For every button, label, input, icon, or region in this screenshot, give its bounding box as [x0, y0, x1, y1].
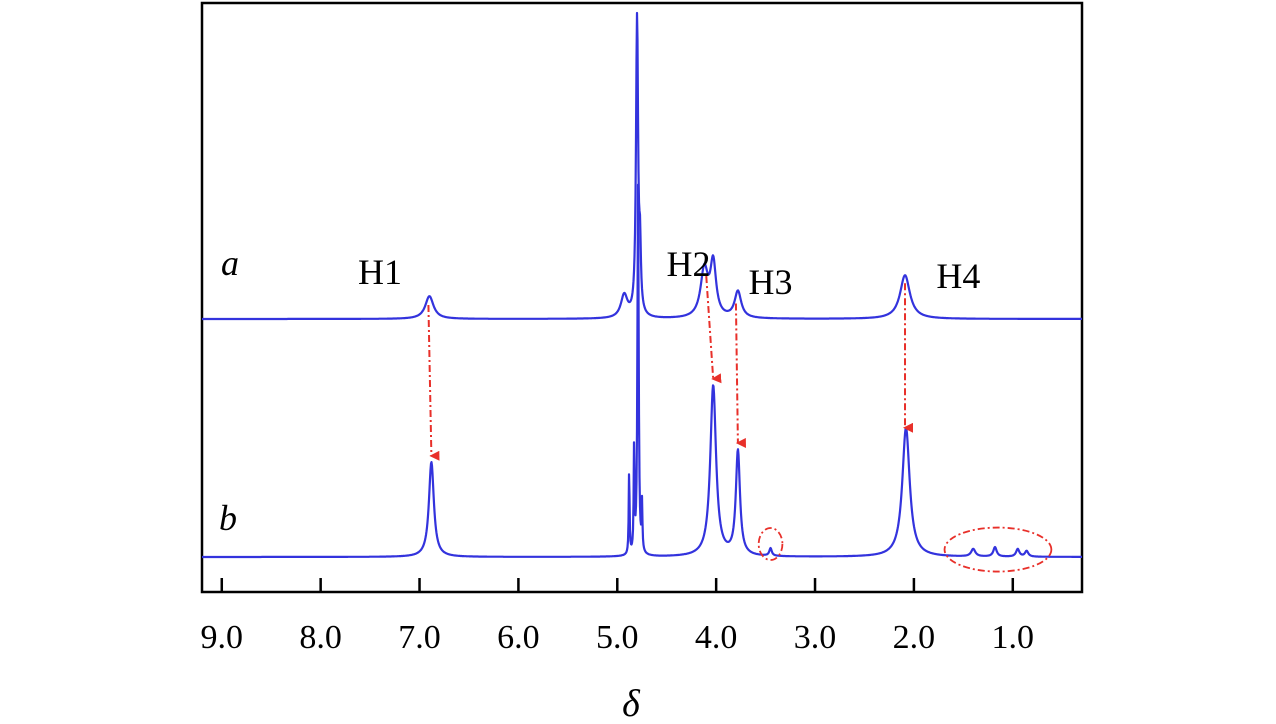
x-tick-label-0: 9.0: [201, 619, 244, 656]
trace-label-a: a: [221, 243, 239, 283]
x-axis-title: δ: [622, 683, 641, 724]
peak-label-h3: H3: [749, 262, 793, 302]
highlight-ellipse-0: [757, 527, 784, 561]
highlight-ellipses: [757, 526, 1053, 573]
peak-label-h1: H1: [358, 252, 402, 292]
x-tick-label-6: 3.0: [794, 619, 837, 656]
peak-label-h2: H2: [666, 244, 710, 284]
x-axis-ticks: [220, 578, 1015, 592]
peak-label-h4: H4: [936, 256, 980, 296]
x-tick-label-4: 5.0: [596, 619, 639, 656]
x-axis-tick-labels: 9.0 8.0 7.0 6.0 5.0 4.0 3.0 2.0 1.0: [201, 619, 1035, 656]
x-tick-label-3: 6.0: [497, 619, 540, 656]
trace-labels: ab: [219, 243, 239, 538]
trace-label-b: b: [219, 498, 237, 538]
spectrum-traces: [201, 11, 1083, 559]
plot-frame: [200, 1, 1084, 594]
peak-labels: H1 H2 H3 H4: [358, 244, 980, 302]
x-tick-label-8: 1.0: [992, 619, 1035, 656]
x-tick-label-7: 2.0: [893, 619, 936, 656]
x-tick-label-1: 8.0: [299, 619, 342, 656]
spectrum-line-b: [201, 183, 1083, 559]
shift-arrow-h2: [705, 276, 722, 384]
x-tick-label-2: 7.0: [398, 619, 441, 656]
shift-arrows: [427, 276, 914, 461]
shift-arrow-h3: [734, 303, 746, 448]
spectrum-line-a: [201, 11, 1083, 321]
x-tick-label-5: 4.0: [695, 619, 738, 656]
highlight-ellipse-1: [943, 526, 1053, 573]
shift-arrow-h1: [427, 305, 440, 461]
